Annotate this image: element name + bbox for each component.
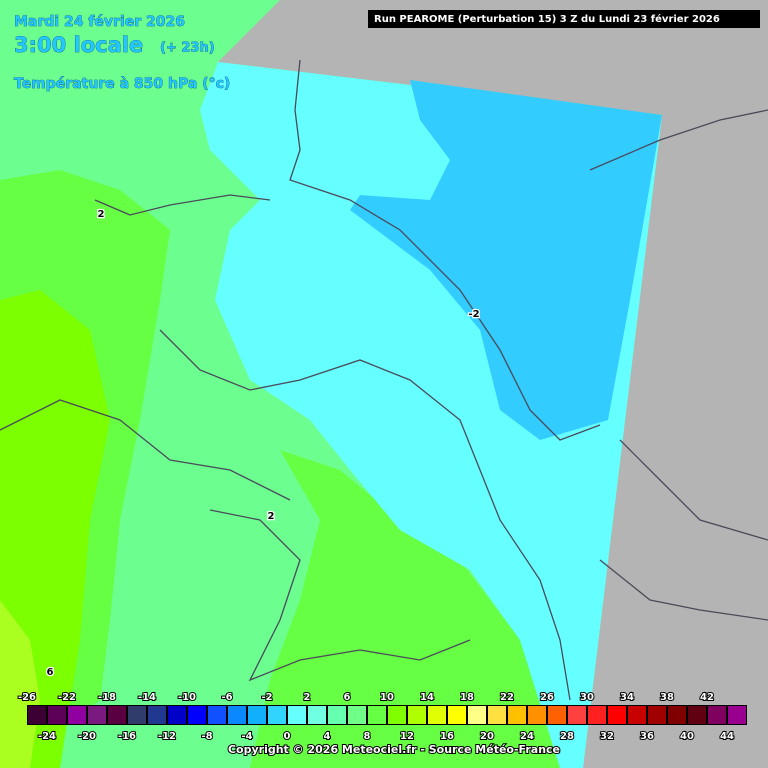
scale-label-lower: -16	[118, 731, 136, 742]
scale-label-upper: -22	[58, 692, 76, 703]
color-swatch	[288, 706, 306, 724]
color-swatch	[68, 706, 86, 724]
scale-label-lower: -20	[78, 731, 96, 742]
scale-label-upper: 26	[540, 692, 554, 703]
border-line	[619, 439, 768, 541]
scale-label-lower: -8	[201, 731, 212, 742]
color-swatch	[168, 706, 186, 724]
color-swatch	[248, 706, 266, 724]
color-swatch	[448, 706, 466, 724]
colorbar: -26 -22 -18 -14 -10 -6 -2 2 6 10 14 18 22 26 30 34 38 42-…	[17, 691, 746, 743]
scale-label-upper: 30	[580, 692, 594, 703]
scale-label-upper: 6	[344, 692, 351, 703]
scale-label-upper: -10	[178, 692, 196, 703]
temp-zone-6b	[250, 450, 560, 768]
scale-label-upper: -14	[138, 692, 156, 703]
scale-label-upper: 10	[380, 692, 394, 703]
scale-label-lower: -24	[38, 731, 56, 742]
color-swatch	[308, 706, 326, 724]
scale-label-upper: 34	[620, 692, 634, 703]
scale-label-lower: 44	[720, 731, 734, 742]
color-swatch	[88, 706, 106, 724]
scale-label-lower: 8	[364, 731, 371, 742]
scale-label-upper: -2	[261, 692, 272, 703]
border-line	[0, 399, 291, 501]
scale-label-lower: -12	[158, 731, 176, 742]
scale-label-lower: 32	[600, 731, 614, 742]
border-line	[159, 329, 571, 701]
color-swatch	[388, 706, 406, 724]
run-info: Run PEAROME (Perturbation 15) 3 Z du Lun…	[374, 13, 720, 25]
scale-label-upper: -18	[98, 692, 116, 703]
border-line	[589, 109, 768, 171]
color-swatch	[408, 706, 426, 724]
scale-label-lower: 4	[324, 731, 331, 742]
color-swatch	[348, 706, 366, 724]
color-swatch	[228, 706, 246, 724]
scale-label-lower: 36	[640, 731, 654, 742]
date: Mardi 24 février 2026	[14, 14, 185, 30]
scale-label-lower: 0	[284, 731, 291, 742]
scale-label-lower: 24	[520, 731, 534, 742]
color-swatch	[568, 706, 586, 724]
scale-label-lower: 16	[440, 731, 454, 742]
color-swatch	[648, 706, 666, 724]
color-swatch	[188, 706, 206, 724]
scale-label-upper: -6	[221, 692, 232, 703]
color-swatch	[148, 706, 166, 724]
border-line	[599, 559, 768, 621]
border-line	[209, 509, 471, 682]
color-swatch	[488, 706, 506, 724]
scale-label-lower: 28	[560, 731, 574, 742]
scale-label-upper: 2	[304, 692, 311, 703]
color-swatch	[108, 706, 126, 724]
coast	[289, 59, 601, 441]
run-box	[368, 10, 760, 28]
color-swatch	[688, 706, 706, 724]
scale-label-upper: 38	[660, 692, 674, 703]
contour-label: 2	[98, 209, 105, 220]
scale-label-upper: 18	[460, 692, 474, 703]
field-name: Température à 850 hPa (°c)	[14, 76, 230, 92]
scale-label-lower: 40	[680, 731, 694, 742]
scale-label-upper: 14	[420, 692, 434, 703]
temp-zone-0	[350, 80, 662, 440]
scale-label-upper: 42	[700, 692, 714, 703]
contour-label: -2	[468, 309, 479, 320]
color-swatch	[508, 706, 526, 724]
contour-label: 6	[47, 667, 54, 678]
color-swatch	[128, 706, 146, 724]
local-time: 3:00 locale	[14, 33, 143, 57]
color-swatch	[548, 706, 566, 724]
scale-label-lower: 12	[400, 731, 414, 742]
scale-label-lower: -4	[241, 731, 252, 742]
color-swatch	[628, 706, 646, 724]
copyright: Copyright © 2026 Meteociel.fr - Source M…	[228, 743, 560, 756]
scale-label-upper: -26	[18, 692, 36, 703]
color-swatch	[668, 706, 686, 724]
coast	[94, 194, 271, 216]
color-swatch	[468, 706, 486, 724]
color-swatch	[528, 706, 546, 724]
scale-label-lower: 20	[480, 731, 494, 742]
lead-time: (+ 23h)	[160, 41, 215, 56]
color-swatch	[428, 706, 446, 724]
color-swatch	[588, 706, 606, 724]
color-swatch	[368, 706, 386, 724]
color-swatch	[268, 706, 286, 724]
color-swatch	[708, 706, 726, 724]
temp-zone-10	[0, 600, 40, 768]
contour-label: 2	[268, 511, 275, 522]
color-swatch	[608, 706, 626, 724]
colorbar-frame	[27, 705, 747, 725]
color-swatch	[728, 706, 746, 724]
color-swatch	[48, 706, 66, 724]
color-swatch	[28, 706, 46, 724]
color-swatch	[208, 706, 226, 724]
scale-label-upper: 22	[500, 692, 514, 703]
color-swatch	[328, 706, 346, 724]
